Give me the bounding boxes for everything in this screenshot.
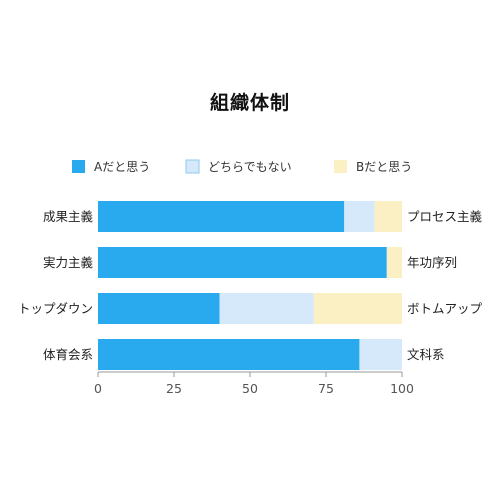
category-label-left-4: 体育会系 [43,347,93,362]
category-label-right-1: プロセス主義 [407,209,483,224]
chart-title: 組織体制 [209,92,290,114]
x-tick-label-4: 75 [318,381,334,396]
category-label-right-4: 文科系 [407,347,445,362]
bar-2-series-3 [386,247,402,278]
bar-3-series-3 [313,293,402,324]
x-tick-label-3: 50 [242,381,258,396]
bar-4-series-2 [359,339,402,370]
category-label-right-2: 年功序列 [407,255,457,270]
category-label-left-2: 実力主義 [43,255,94,270]
x-tick-label-5: 100 [390,381,414,396]
x-tick-label-2: 25 [166,381,182,396]
legend-swatch-2 [185,159,200,174]
legend-swatch-3 [334,160,347,173]
category-label-right-3: ボトムアップ [407,301,483,316]
legend-label-1: Aだと思う [94,160,150,174]
bar-1-series-1 [98,201,345,232]
bar-3-series-2 [219,293,314,324]
bar-1-series-2 [344,201,375,232]
bar-2-series-1 [98,247,387,278]
category-label-left-1: 成果主義 [43,209,94,224]
category-label-left-3: トップダウン [18,301,93,316]
bar-3-series-1 [98,293,220,324]
legend-swatch-1 [72,160,85,173]
legend-label-2: どちらでもない [208,160,292,174]
x-tick-label-1: 0 [94,381,102,396]
bar-1-series-3 [374,201,402,232]
bar-4-series-1 [98,339,360,370]
legend-label-3: Bだと思う [356,160,412,174]
